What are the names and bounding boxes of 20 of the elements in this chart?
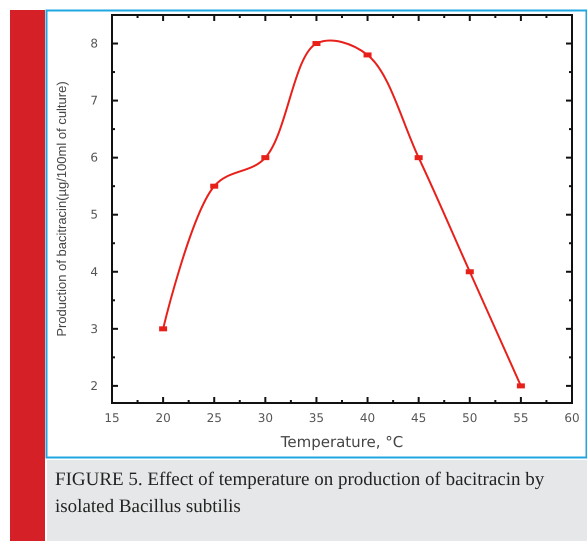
x-tick-label: 25: [206, 411, 222, 425]
y-tick-label: 2: [90, 378, 98, 393]
x-axis-title: Temperature, °C: [280, 433, 404, 451]
caption: FIGURE 5. Effect of temperature on production of bacitracin by isolated Bacillus subtilis: [55, 468, 546, 519]
y-tick-label: 7: [90, 94, 98, 108]
y-tick-label: 5: [90, 208, 98, 222]
y-tick-label: 3: [90, 322, 98, 336]
x-tick-label: 40: [360, 411, 376, 425]
x-tick-label: 50: [462, 411, 478, 425]
x-tick-label: 20: [155, 411, 171, 425]
x-tick-label: 60: [564, 411, 580, 425]
x-tick-label: 45: [411, 411, 426, 425]
x-tick-label: 30: [258, 411, 273, 425]
x-tick-label: 15: [104, 411, 120, 425]
y-tick-label: 6: [90, 150, 98, 165]
x-tick-label: 55: [513, 411, 529, 425]
x-tick-label: 35: [308, 411, 324, 425]
y-tick-label: 4: [90, 264, 98, 279]
y-tick-label: 8: [90, 36, 98, 51]
y-axis-title: Production of bacitracin(µg/100ml of culture): [54, 81, 69, 337]
